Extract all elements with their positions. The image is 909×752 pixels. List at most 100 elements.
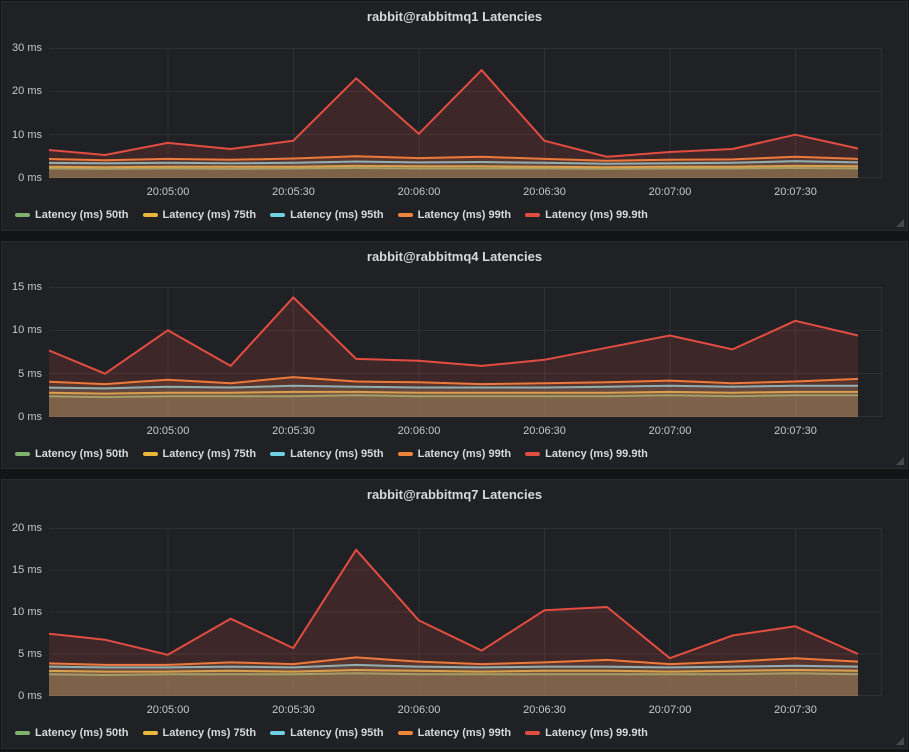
y-axis-label: 15 ms: [12, 564, 42, 576]
chart-canvas[interactable]: [49, 528, 882, 696]
series-line: [49, 390, 858, 395]
legend-item[interactable]: Latency (ms) 99th: [397, 209, 512, 221]
x-axis-label: 20:06:00: [397, 425, 441, 437]
x-axis-label: 20:05:00: [146, 425, 190, 437]
series-line: [49, 167, 859, 170]
legend-label: Latency (ms) 95th: [290, 727, 384, 739]
legend-label: Latency (ms) 99th: [417, 448, 512, 460]
x-axis-label: 20:07:00: [648, 425, 692, 437]
series-line: [49, 296, 859, 375]
legend-swatch-icon: [525, 731, 541, 735]
x-axis-label: 20:07:00: [648, 186, 692, 198]
legend-label: Latency (ms) 99th: [417, 727, 512, 739]
legend-swatch-icon: [397, 731, 413, 735]
legend-swatch-icon: [15, 452, 30, 456]
x-axis-label: 20:06:30: [523, 704, 566, 716]
legend-item[interactable]: Latency (ms) 99th: [397, 727, 512, 739]
series-fill: [49, 549, 858, 696]
series-fill: [49, 377, 858, 417]
x-axis-label: 20:05:30: [272, 704, 315, 716]
legend-swatch-icon: [270, 452, 286, 456]
y-axis-label: 10 ms: [12, 128, 42, 141]
legend-item[interactable]: Latency (ms) 50th: [15, 209, 129, 221]
legend-swatch-icon: [142, 213, 158, 217]
legend-item[interactable]: Latency (ms) 75th: [142, 209, 257, 221]
legend-swatch-icon: [15, 213, 30, 217]
chart-plot-area[interactable]: [49, 48, 882, 178]
legend-label: Latency (ms) 95th: [290, 209, 384, 221]
series-fill: [49, 385, 858, 417]
legend-label: Latency (ms) 99.9th: [545, 727, 648, 739]
legend-item[interactable]: Latency (ms) 95th: [270, 209, 384, 221]
legend-label: Latency (ms) 99th: [417, 209, 512, 221]
series-fill: [49, 165, 858, 178]
chart-legend: Latency (ms) 50th Latency (ms) 75th Latenc…: [15, 209, 899, 221]
panel-rabbitmq4-latencies: rabbit@rabbitmq4 Latencies 0 ms 5 ms 10 ms…: [1, 241, 908, 469]
panel-rabbitmq7-latencies: rabbit@rabbitmq7 Latencies 0 ms 5 ms 10 ms…: [1, 479, 908, 749]
legend-item[interactable]: Latency (ms) 99th: [397, 448, 512, 460]
panel-resize-handle[interactable]: [896, 457, 904, 465]
y-axis-label: 10 ms: [12, 606, 42, 618]
y-axis-label: 5 ms: [18, 367, 42, 380]
x-axis-label: 20:06:30: [523, 425, 566, 437]
chart-plot-area[interactable]: [49, 287, 882, 417]
x-axis-label: 20:06:30: [523, 186, 566, 198]
y-axis-label: 0 ms: [18, 690, 42, 702]
legend-item[interactable]: Latency (ms) 50th: [15, 448, 129, 460]
legend-swatch-icon: [525, 213, 541, 217]
legend-label: Latency (ms) 50th: [35, 209, 129, 221]
legend-swatch-icon: [397, 452, 413, 456]
legend-item[interactable]: Latency (ms) 99.9th: [525, 448, 648, 460]
legend-item[interactable]: Latency (ms) 75th: [142, 727, 256, 739]
x-axis-label: 20:05:30: [272, 186, 315, 198]
x-axis-label: 20:07:00: [648, 704, 692, 716]
legend-item[interactable]: Latency (ms) 99.9th: [525, 727, 648, 739]
series-line: [49, 155, 859, 162]
legend-label: Latency (ms) 50th: [35, 727, 129, 739]
legend-item[interactable]: Latency (ms) 50th: [15, 727, 129, 739]
series-fill: [49, 168, 858, 178]
chart-plot-area[interactable]: [49, 528, 882, 696]
y-axis-label: 20 ms: [12, 522, 42, 534]
panel-rabbitmq1-latencies: rabbit@rabbitmq1 Latencies 0 ms 10 ms 20 m…: [1, 1, 908, 231]
y-axis-label: 5 ms: [18, 648, 42, 660]
series-line: [49, 663, 859, 669]
legend-item[interactable]: Latency (ms) 75th: [142, 448, 256, 460]
chart-legend: Latency (ms) 50th Latency (ms) 75th Latenc…: [15, 727, 899, 739]
series-line: [49, 394, 858, 399]
x-axis-label: 20:05:30: [272, 425, 315, 437]
series-fill: [49, 670, 858, 696]
panel-title[interactable]: rabbit@rabbitmq1 Latencies: [366, 9, 543, 24]
series-fill: [49, 161, 858, 178]
chart-canvas[interactable]: [49, 48, 882, 178]
y-axis-label: 10 ms: [12, 324, 42, 337]
panel-resize-handle[interactable]: [896, 737, 904, 745]
series-fill: [49, 395, 858, 417]
panel-title[interactable]: rabbit@rabbitmq7 Latencies: [366, 487, 543, 502]
y-axis-label: 20 ms: [12, 85, 42, 98]
series-fill: [49, 156, 858, 178]
series-fill: [49, 657, 858, 696]
x-axis-label: 20:07:30: [774, 704, 817, 716]
series-line: [49, 548, 859, 660]
legend-label: Latency (ms) 50th: [35, 448, 129, 460]
panel-title[interactable]: rabbit@rabbitmq4 Latencies: [366, 249, 543, 264]
y-axis-label: 0 ms: [18, 172, 42, 184]
series-line: [49, 69, 859, 158]
chart-canvas[interactable]: [49, 287, 882, 417]
y-axis-label: 15 ms: [12, 281, 42, 293]
legend-swatch-icon: [525, 452, 541, 456]
series-fill: [49, 297, 858, 417]
legend-label: Latency (ms) 75th: [162, 209, 257, 221]
y-axis-label: 30 ms: [12, 42, 42, 54]
panel-resize-handle[interactable]: [896, 219, 904, 227]
series-line: [49, 164, 859, 169]
legend-swatch-icon: [142, 452, 158, 456]
legend-swatch-icon: [15, 731, 30, 735]
legend-item[interactable]: Latency (ms) 99.9th: [525, 209, 648, 221]
series-line: [49, 656, 859, 666]
legend-item[interactable]: Latency (ms) 95th: [270, 448, 384, 460]
legend-item[interactable]: Latency (ms) 95th: [270, 727, 384, 739]
x-axis-label: 20:07:30: [774, 186, 817, 198]
x-axis-label: 20:06:00: [397, 704, 441, 716]
